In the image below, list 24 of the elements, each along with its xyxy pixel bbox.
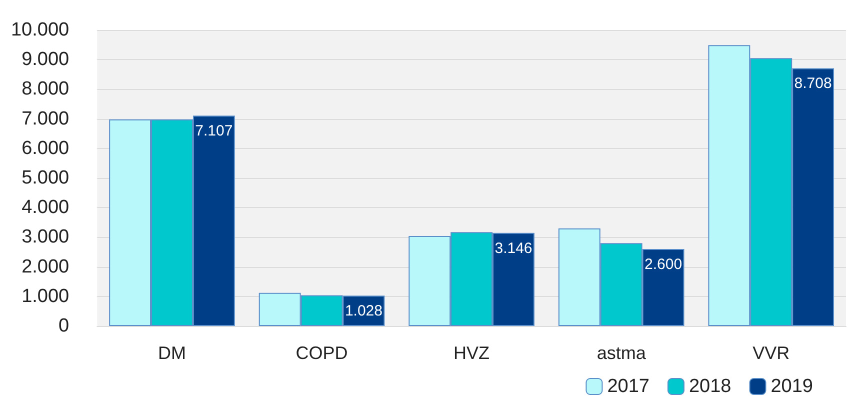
legend-label: 2017 (607, 376, 650, 397)
y-tick-label: 6.000 (22, 138, 70, 159)
x-tick-label: DM (158, 343, 186, 363)
y-tick-label: 3.000 (22, 226, 70, 248)
y-tick-label: 5.000 (22, 168, 70, 188)
y-tick-label: 2.000 (22, 256, 70, 278)
x-tick-label: HVZ (454, 343, 490, 363)
x-tick-label: VVR (752, 343, 790, 363)
y-tick-label: 4.000 (22, 197, 70, 218)
y-tick-label: 0 (58, 316, 70, 336)
y-tick-label: 9.000 (22, 49, 70, 70)
data-label: 7.107 (195, 122, 233, 140)
data-label: 2.600 (644, 256, 682, 274)
data-label: 3.146 (494, 240, 532, 257)
y-tick-label: 1.000 (22, 286, 70, 307)
x-tick-label: astma (596, 343, 647, 363)
y-tick-label: 7.000 (22, 108, 70, 130)
legend-label: 2019 (770, 376, 814, 397)
data-label: 8.708 (794, 75, 832, 92)
y-tick-label: 10.000 (10, 20, 70, 40)
data-label: 1.028 (344, 302, 382, 320)
y-tick-label: 8.000 (22, 78, 70, 100)
legend-label: 2018 (688, 376, 732, 397)
x-tick-label: COPD (296, 343, 348, 363)
